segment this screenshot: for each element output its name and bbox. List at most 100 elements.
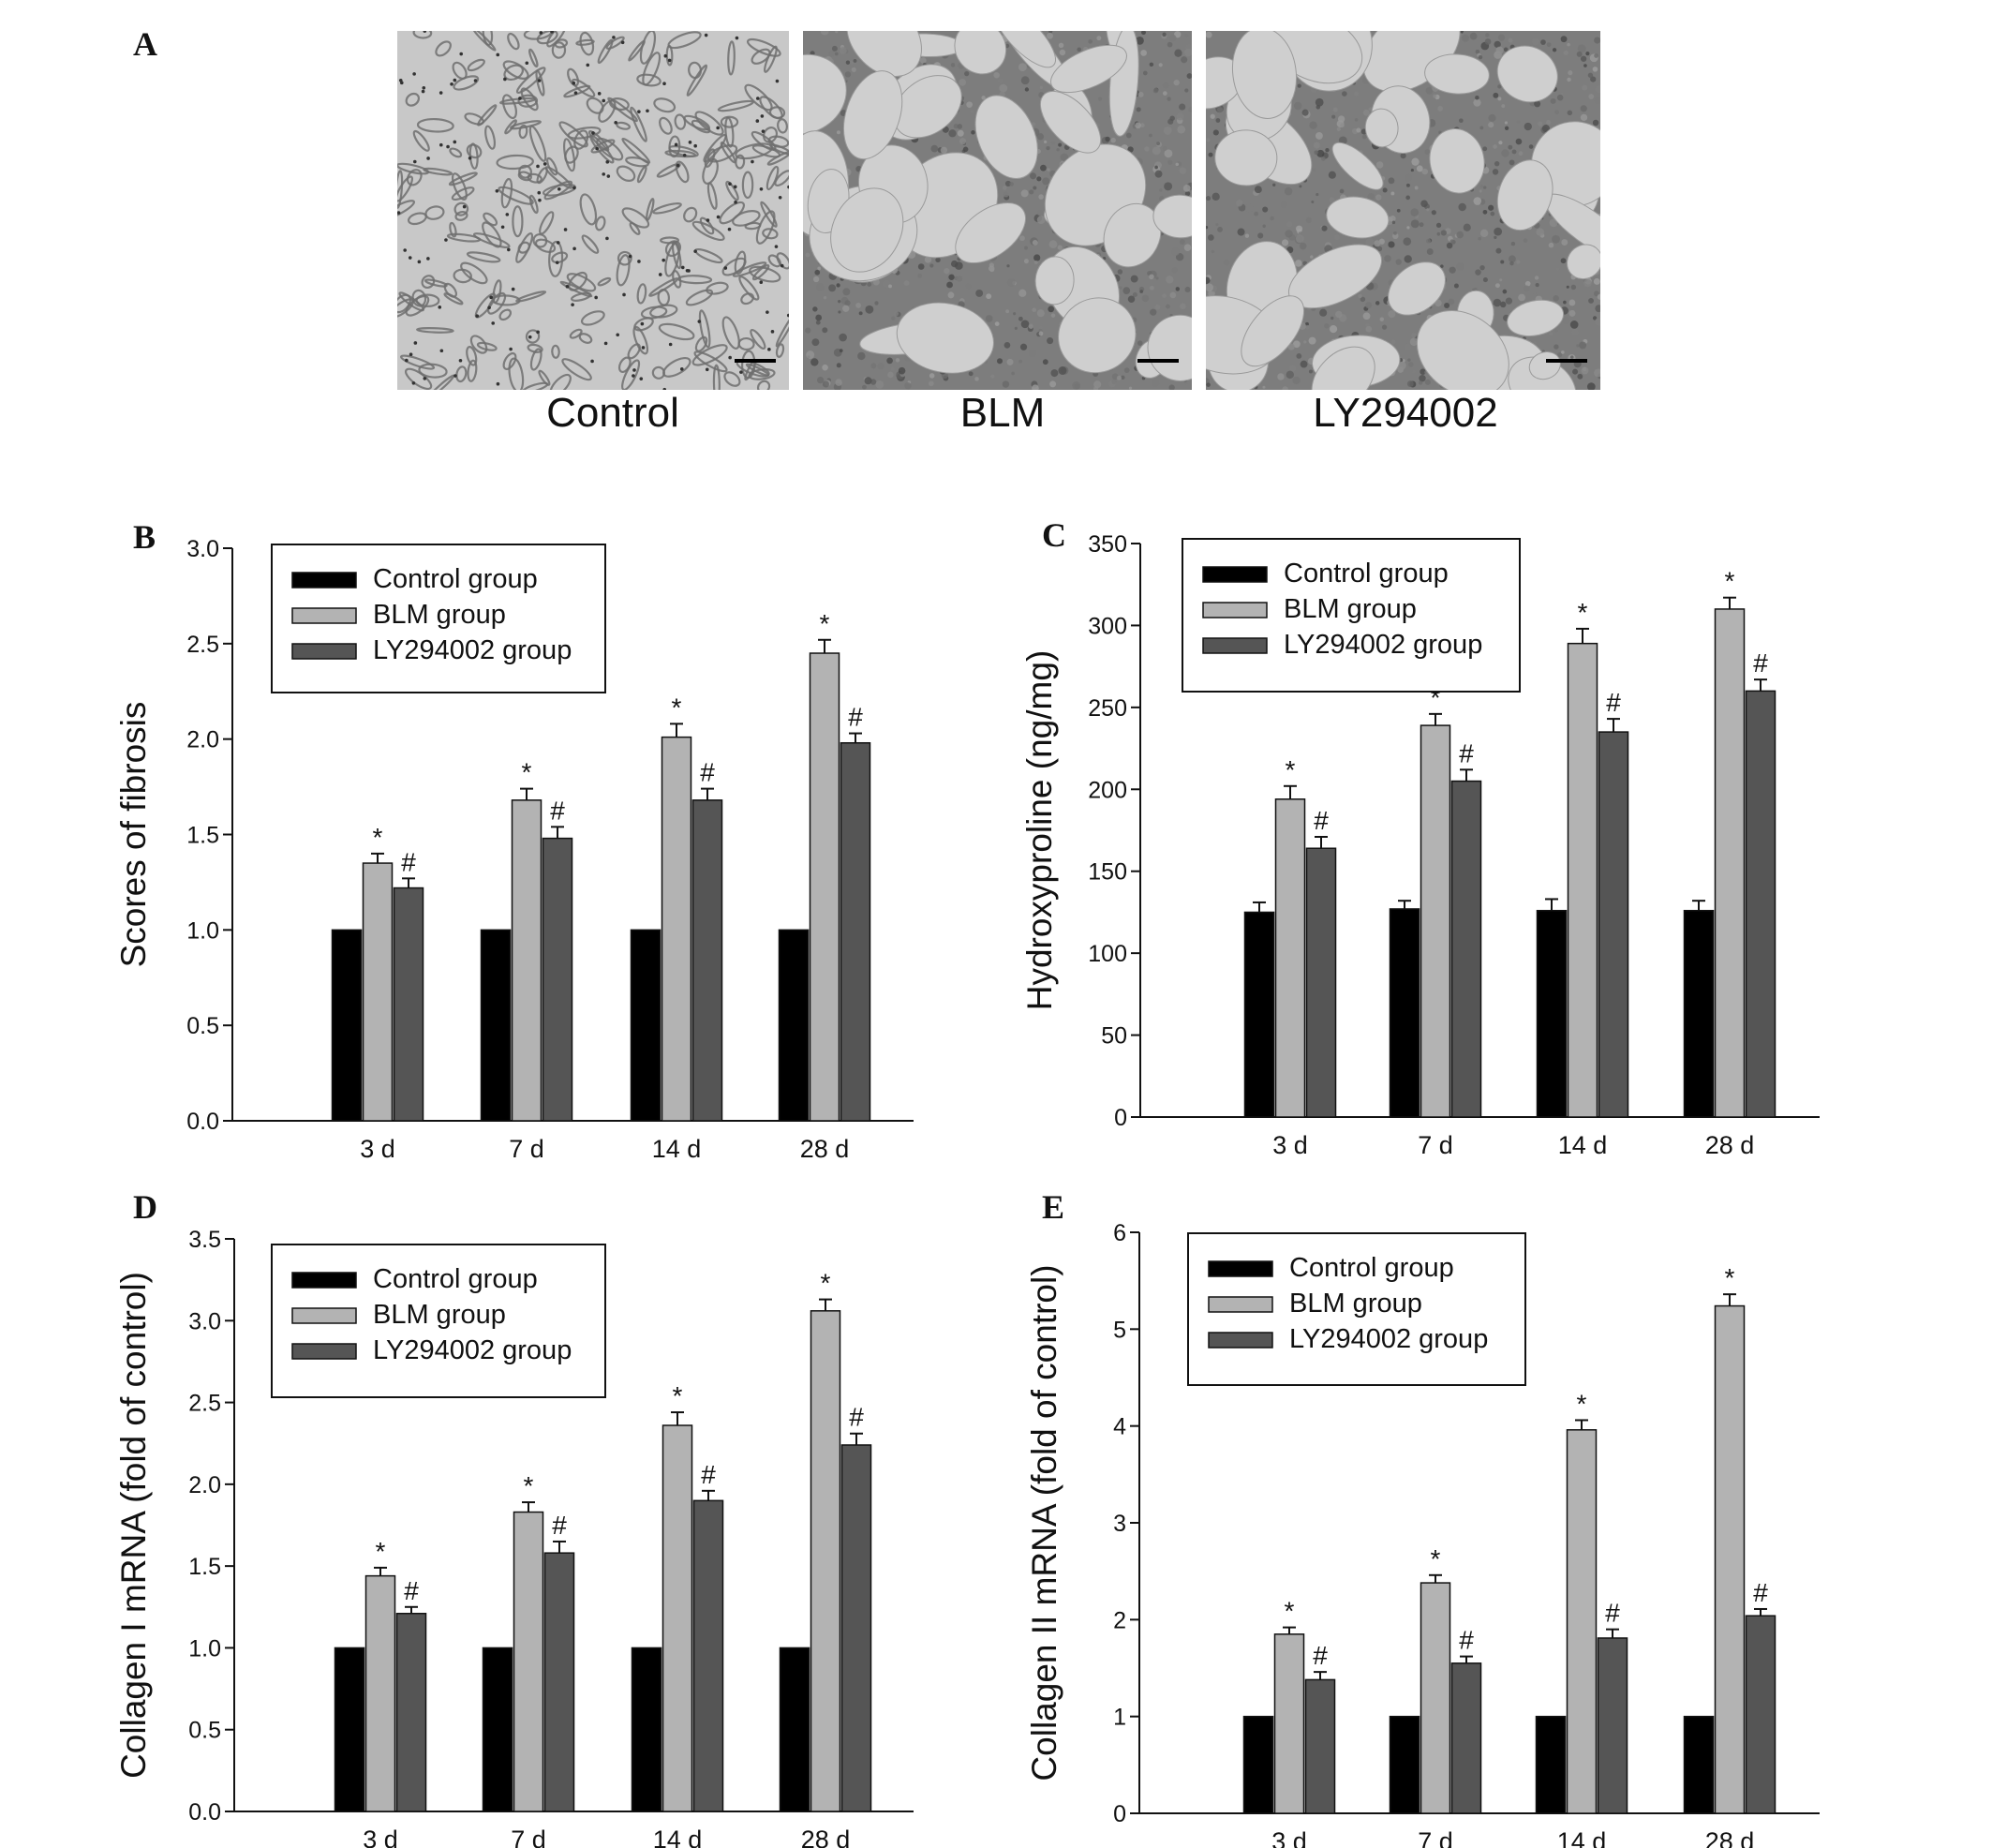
tissue-speckle bbox=[1236, 200, 1243, 207]
tissue-speckle bbox=[1181, 56, 1188, 64]
tissue-speckle bbox=[1154, 304, 1161, 310]
tissue-speckle bbox=[1453, 283, 1459, 289]
tissue-speckle bbox=[1179, 239, 1185, 245]
alveolar-space bbox=[1326, 196, 1390, 239]
tissue-strand bbox=[597, 276, 612, 287]
tissue-strand bbox=[740, 292, 755, 306]
tissue-speckle bbox=[1358, 293, 1362, 299]
tissue-speckle bbox=[1305, 324, 1310, 330]
tissue-strand bbox=[492, 279, 502, 304]
tissue-speckle bbox=[1168, 34, 1177, 42]
cell-nucleus bbox=[403, 248, 407, 252]
tissue-speckle bbox=[1504, 121, 1509, 125]
tissue-speckle bbox=[1128, 386, 1133, 390]
tissue-speckle bbox=[812, 276, 820, 283]
y-axis-title: Collagen II mRNA (fold of control) bbox=[1025, 1264, 1063, 1781]
cell-nucleus bbox=[413, 341, 418, 345]
y-tick-label: 5 bbox=[1113, 1317, 1126, 1343]
tissue-speckle bbox=[1590, 76, 1597, 82]
tissue-strand bbox=[738, 276, 760, 301]
tissue-speckle bbox=[959, 138, 967, 145]
tissue-speckle bbox=[1057, 245, 1063, 250]
cell-nucleus bbox=[739, 370, 743, 374]
tissue-speckle bbox=[1398, 361, 1406, 370]
cell-nucleus bbox=[505, 213, 510, 216]
cell-nucleus bbox=[606, 174, 611, 178]
tissue-speckle bbox=[1149, 133, 1152, 138]
tissue-speckle bbox=[1483, 186, 1487, 189]
tissue-speckle bbox=[1152, 380, 1160, 387]
tissue-speckle bbox=[1531, 37, 1539, 46]
tissue-speckle bbox=[839, 333, 847, 342]
tissue-speckle bbox=[1479, 185, 1484, 188]
tissue-speckle bbox=[1524, 122, 1532, 131]
tissue-speckle bbox=[1299, 185, 1302, 188]
tissue-speckle bbox=[1136, 37, 1144, 45]
cell-nucleus bbox=[628, 254, 632, 259]
significance-star: * bbox=[524, 1471, 534, 1500]
tissue-speckle bbox=[1313, 142, 1320, 149]
tissue-strand bbox=[706, 182, 718, 210]
tissue-speckle bbox=[1560, 258, 1567, 264]
tissue-speckle bbox=[1563, 300, 1567, 305]
y-tick-label: 2.0 bbox=[186, 727, 219, 753]
tissue-speckle bbox=[1395, 259, 1402, 265]
tissue-speckle bbox=[1588, 297, 1595, 304]
cell-nucleus bbox=[538, 198, 542, 202]
tissue-speckle bbox=[1180, 303, 1186, 310]
tissue-strand bbox=[723, 371, 741, 387]
tissue-speckle bbox=[1216, 107, 1224, 113]
tissue-speckle bbox=[816, 376, 825, 384]
cell-nucleus bbox=[761, 129, 766, 133]
y-tick-label: 50 bbox=[1101, 1023, 1127, 1050]
tissue-speckle bbox=[1482, 276, 1488, 283]
tissue-strand bbox=[549, 373, 572, 390]
tissue-speckle bbox=[1449, 266, 1456, 274]
cell-nucleus bbox=[398, 78, 403, 82]
tissue-speckle bbox=[1188, 106, 1192, 113]
cell-nucleus bbox=[507, 247, 511, 252]
tissue-speckle bbox=[1406, 380, 1414, 387]
tissue-speckle bbox=[1305, 216, 1312, 224]
tissue-strand bbox=[571, 291, 592, 302]
tissue-speckle bbox=[1488, 113, 1496, 122]
legend-label: BLM group bbox=[1284, 594, 1417, 624]
bar bbox=[631, 1647, 662, 1812]
tissue-speckle bbox=[1493, 298, 1502, 307]
panel-letter-c: C bbox=[1042, 516, 1066, 554]
tissue-speckle bbox=[1059, 49, 1066, 56]
cell-nucleus bbox=[605, 236, 609, 241]
tissue-speckle bbox=[1554, 329, 1558, 333]
tissue-speckle bbox=[1003, 191, 1009, 198]
cell-nucleus bbox=[614, 121, 617, 125]
tissue-speckle bbox=[1421, 168, 1429, 175]
cell-nucleus bbox=[462, 204, 467, 209]
tissue-strand bbox=[662, 356, 691, 378]
legend-label: Control group bbox=[373, 564, 538, 594]
cell-nucleus bbox=[565, 285, 570, 289]
y-tick-label: 1 bbox=[1113, 1705, 1126, 1731]
cell-nucleus bbox=[639, 377, 644, 380]
tissue-speckle bbox=[1587, 72, 1594, 79]
legend-label: Control group bbox=[373, 1264, 538, 1294]
cell-nucleus bbox=[716, 215, 721, 219]
tissue-speckle bbox=[867, 282, 872, 287]
alveolar-space bbox=[954, 31, 1007, 75]
caption-blm: BLM bbox=[959, 390, 1046, 436]
tissue-speckle bbox=[1505, 297, 1513, 305]
bar bbox=[1243, 911, 1275, 1118]
tissue-speckle bbox=[1206, 382, 1211, 387]
bar bbox=[1420, 724, 1451, 1118]
tissue-speckle bbox=[1409, 337, 1419, 347]
tissue-speckle bbox=[835, 52, 839, 56]
tissue-speckle bbox=[1215, 118, 1221, 123]
tissue-speckle bbox=[1121, 375, 1125, 380]
legend-label: Control group bbox=[1284, 559, 1449, 589]
tissue-speckle bbox=[1499, 301, 1507, 308]
legend-label: Control group bbox=[1289, 1253, 1454, 1283]
tissue-speckle bbox=[1184, 88, 1189, 93]
tissue-speckle bbox=[1056, 148, 1060, 152]
chart-hydroxyproline: 0 50 100 150 200 250 300 350 Hydroxyproline (ng/… bbox=[1020, 531, 1820, 1159]
tissue-strand bbox=[554, 38, 569, 49]
